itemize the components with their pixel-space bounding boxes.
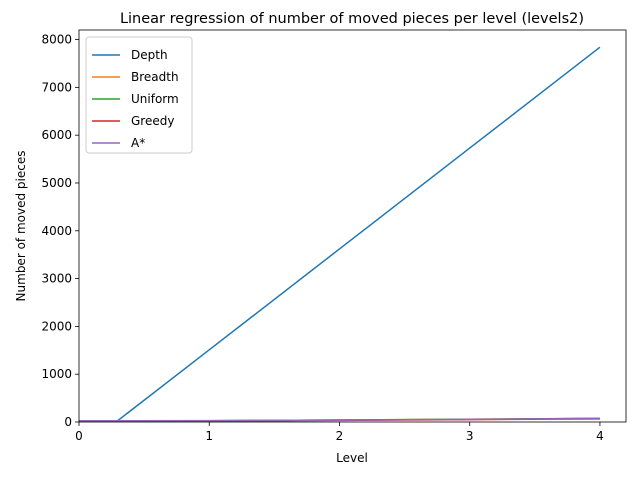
legend-label: Breadth (131, 70, 179, 84)
x-tick-label: 2 (336, 429, 344, 443)
legend-box (85, 36, 193, 154)
y-tick-label: 1000 (41, 367, 72, 381)
x-tick-label: 1 (205, 429, 213, 443)
y-tick-label: 0 (64, 415, 72, 429)
chart-title: Linear regression of number of moved pie… (120, 11, 584, 27)
y-tick-label: 2000 (41, 319, 72, 333)
y-tick-label: 8000 (41, 33, 72, 47)
y-tick-label: 5000 (41, 176, 72, 190)
series-layer (79, 46, 601, 422)
y-tick-label: 3000 (41, 272, 72, 286)
x-tick-label: 3 (466, 429, 474, 443)
series-line-0 (114, 46, 601, 422)
legend-label: Greedy (131, 114, 174, 128)
legend-label: A* (131, 136, 145, 150)
series-line-4 (79, 417, 600, 422)
x-tick-label: 4 (596, 429, 604, 443)
y-tick-label: 6000 (41, 128, 72, 142)
x-axis-label: Level (336, 451, 368, 465)
y-tick-label: 7000 (41, 80, 72, 94)
axes-layer (78, 29, 627, 423)
x-tick-label: 0 (75, 429, 83, 443)
legend-label: Depth (131, 48, 168, 62)
y-axis-label: Number of moved pieces (14, 151, 28, 302)
legend-label: Uniform (131, 92, 179, 106)
ticks-layer: 0 1 2 3 4 0 1000 2000 3000 4000 5000 6000 7000 8000 (41, 33, 603, 443)
plot-frame (78, 29, 627, 423)
y-tick-label: 4000 (41, 224, 72, 238)
legend: Depth Breadth Uniform Greedy A* (85, 36, 193, 154)
